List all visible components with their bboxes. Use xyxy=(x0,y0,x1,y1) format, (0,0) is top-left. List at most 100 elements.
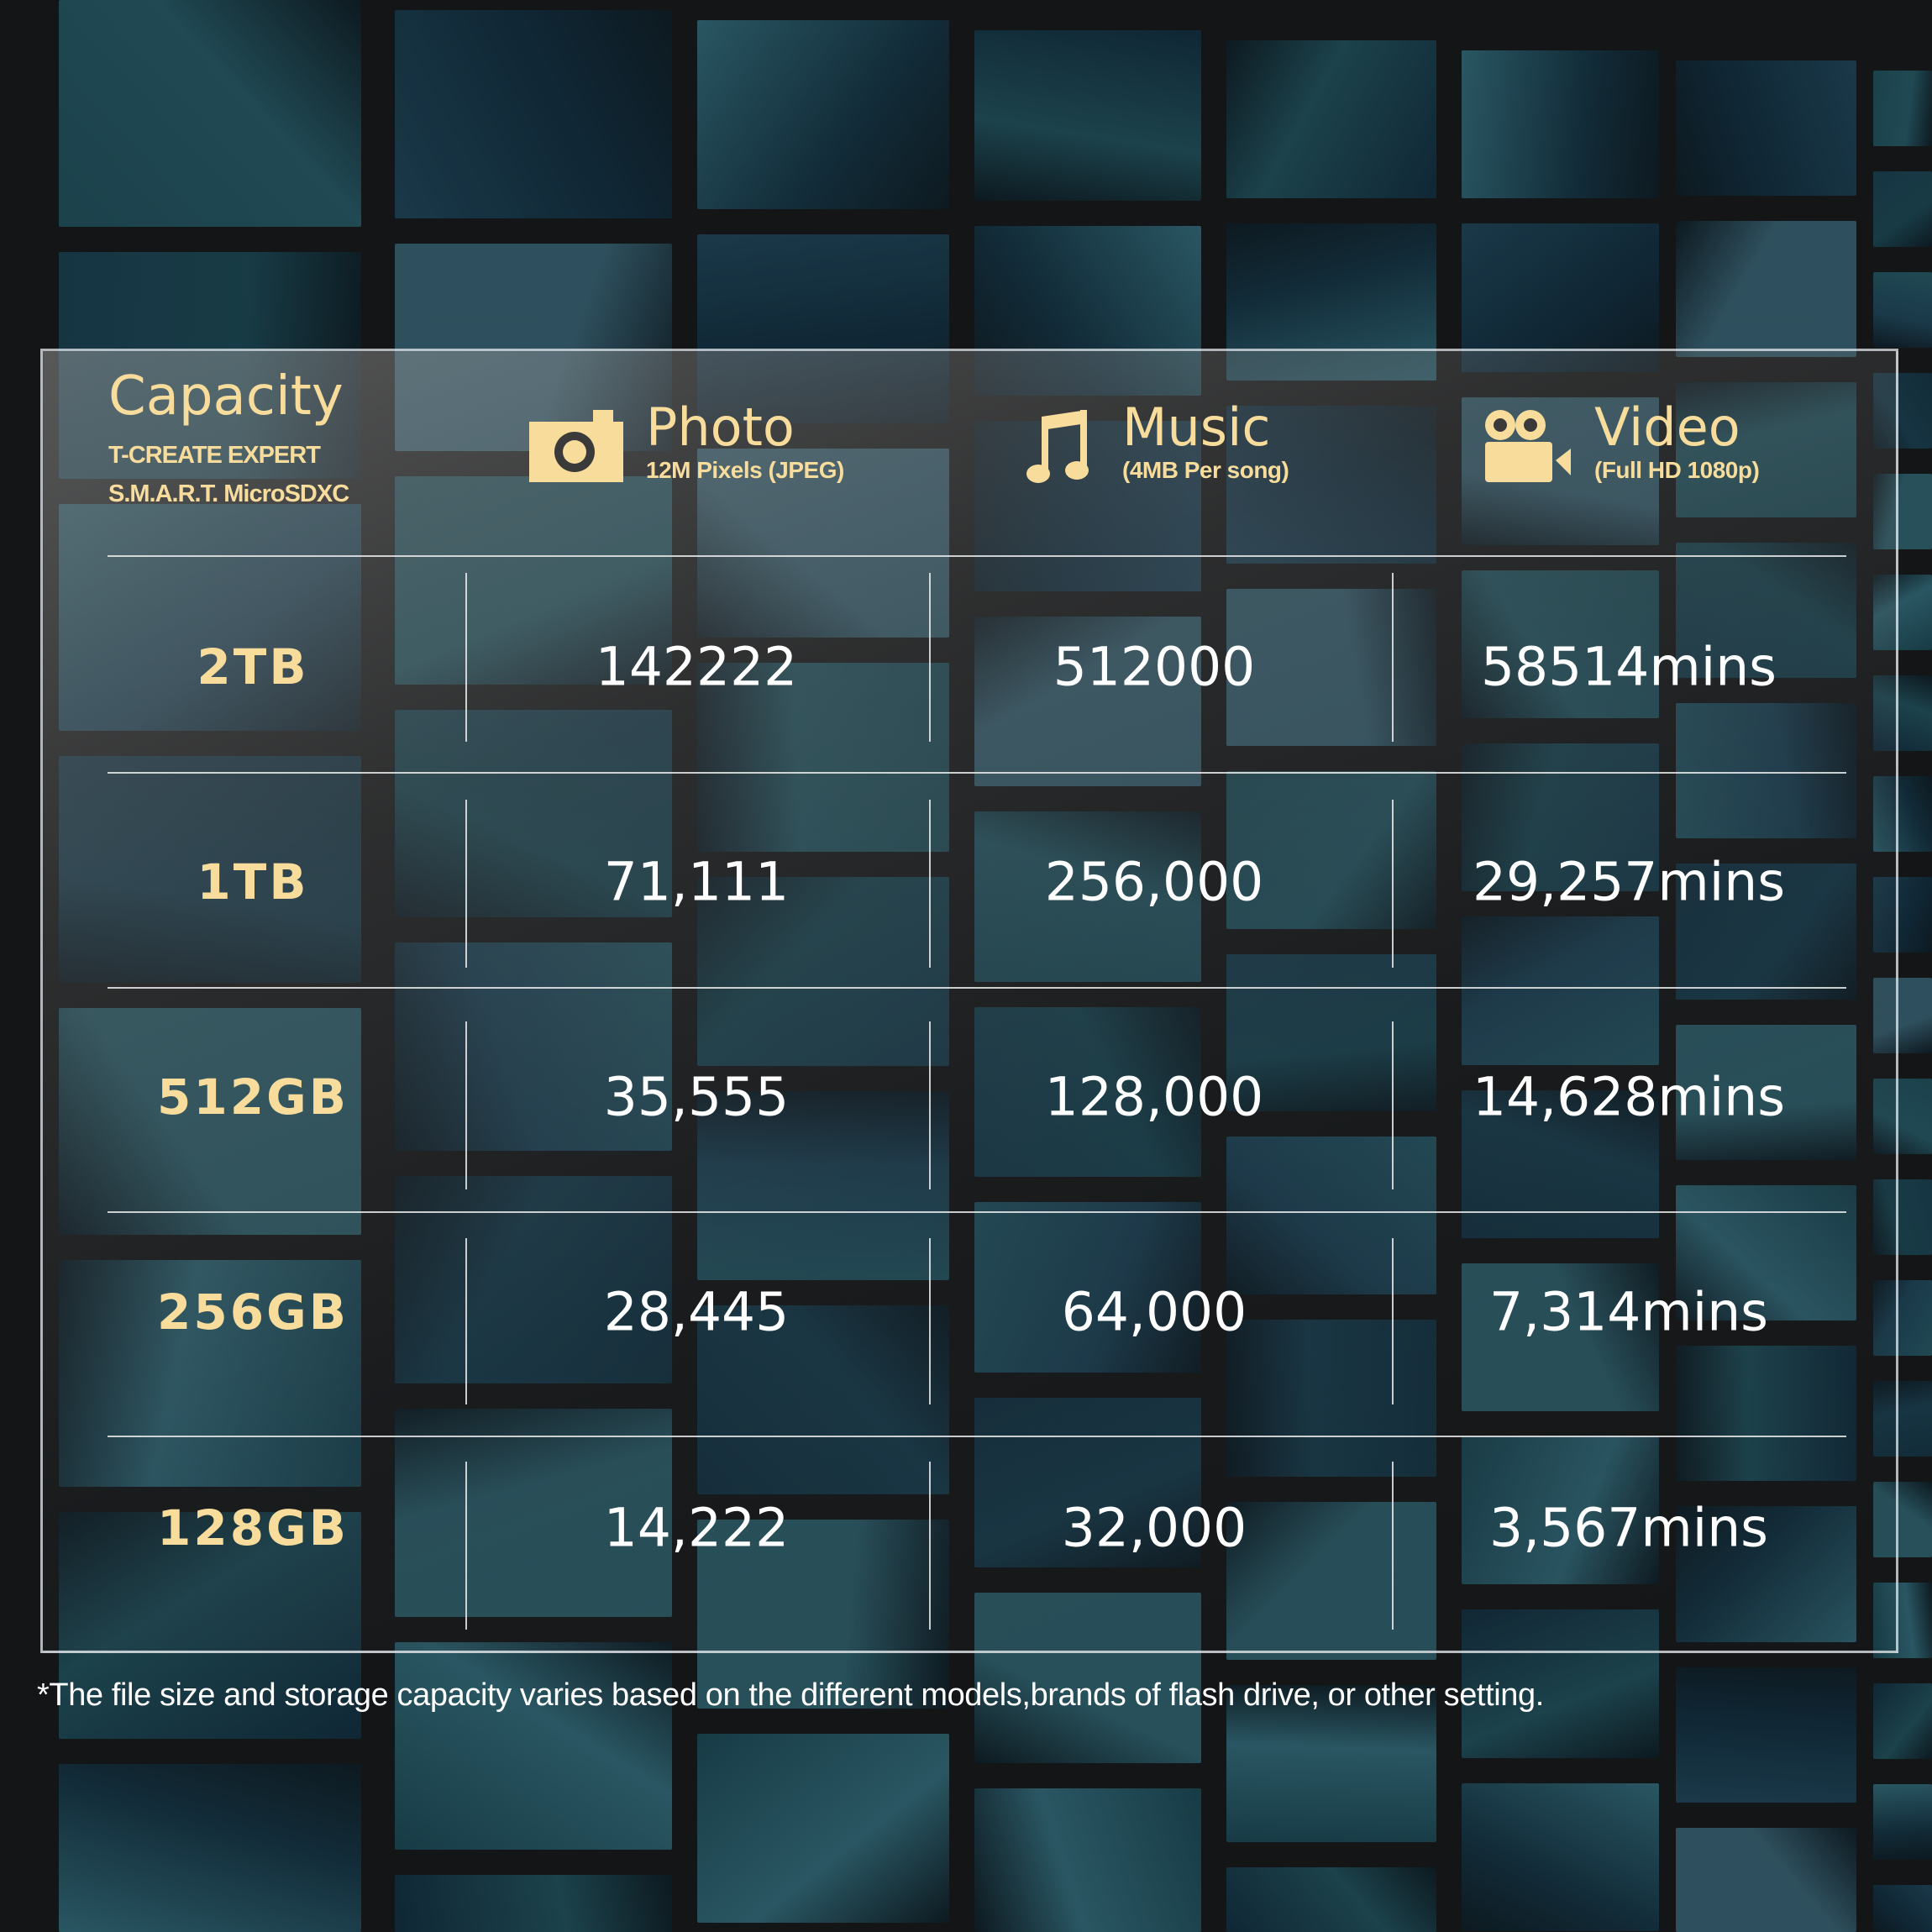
music-value: 512000 xyxy=(1053,636,1256,698)
row-divider xyxy=(108,772,1846,774)
column-divider xyxy=(465,573,467,742)
background-tile xyxy=(1462,50,1659,199)
column-divider xyxy=(1392,1238,1394,1404)
background-tile xyxy=(1873,171,1932,247)
video-camera-icon xyxy=(1485,410,1571,482)
music-note-icon xyxy=(1026,410,1089,483)
background-tile xyxy=(395,1175,672,1383)
column-divider xyxy=(929,800,931,968)
background-tile xyxy=(1226,588,1436,746)
background-tile xyxy=(1873,1885,1932,1932)
music-value: 64,000 xyxy=(1061,1281,1247,1343)
capacity-label: 1TB xyxy=(197,853,309,911)
photo-value: 71,111 xyxy=(603,851,790,913)
video-column-subtitle: (Full HD 1080p) xyxy=(1594,457,1760,483)
header-divider xyxy=(108,555,1846,557)
background-tile xyxy=(1462,916,1659,1065)
background-tile xyxy=(974,1397,1201,1567)
background-tile xyxy=(1873,1280,1932,1356)
column-divider xyxy=(929,1021,931,1189)
video-value: 29,257mins xyxy=(1472,851,1786,913)
capacity-label: 128GB xyxy=(157,1499,349,1557)
column-divider xyxy=(1392,800,1394,968)
background-tile xyxy=(1873,1079,1932,1154)
background-tile xyxy=(1873,1179,1932,1255)
background-tile xyxy=(1873,71,1932,146)
background-tile xyxy=(697,20,949,209)
background-tile xyxy=(1676,703,1856,839)
column-divider xyxy=(929,1238,931,1404)
background-tile xyxy=(1462,1609,1659,1758)
background-tile xyxy=(974,30,1201,201)
background-tile xyxy=(1226,1319,1436,1477)
background-tile xyxy=(395,10,672,218)
column-divider xyxy=(1392,1462,1394,1630)
capacity-title: Capacity xyxy=(108,365,344,428)
background-tile xyxy=(697,1091,949,1280)
background-tile xyxy=(697,234,949,423)
background-tile xyxy=(395,243,672,451)
background-tile xyxy=(1226,406,1436,564)
background-tile xyxy=(1676,542,1856,678)
background-tile xyxy=(59,0,361,227)
row-divider xyxy=(108,987,1846,989)
column-divider xyxy=(465,800,467,968)
product-line-2: S.M.A.R.T. MicroSDXC xyxy=(108,480,349,507)
background-tile xyxy=(1462,1263,1659,1411)
background-tile xyxy=(59,1764,361,1932)
background-tile xyxy=(974,1202,1201,1373)
background-tile xyxy=(1676,1667,1856,1803)
background-tile xyxy=(59,252,361,479)
background-tile xyxy=(1676,1024,1856,1160)
background-tile xyxy=(1676,221,1856,357)
background-tile xyxy=(395,709,672,917)
background-tile xyxy=(59,756,361,983)
column-divider xyxy=(1392,573,1394,742)
background-tile xyxy=(1676,1184,1856,1320)
background-tile xyxy=(1873,1482,1932,1557)
background-tile xyxy=(1873,675,1932,751)
music-value: 256,000 xyxy=(1044,851,1264,913)
background-tile xyxy=(1676,381,1856,517)
background-tile xyxy=(974,616,1201,786)
background-tile xyxy=(59,1260,361,1487)
background-tile xyxy=(1676,1346,1856,1482)
video-value: 3,567mins xyxy=(1489,1497,1768,1559)
background-tile xyxy=(1462,570,1659,718)
background-tile xyxy=(974,421,1201,591)
background-tile xyxy=(1462,1089,1659,1238)
background-tile xyxy=(1676,60,1856,197)
column-divider xyxy=(465,1021,467,1189)
background-tile xyxy=(697,1734,949,1923)
video-value: 7,314mins xyxy=(1489,1281,1768,1343)
background-tile xyxy=(1226,953,1436,1111)
background-tile xyxy=(1873,1381,1932,1457)
video-column-title: Video xyxy=(1594,396,1740,458)
background-tile xyxy=(1226,1867,1436,1932)
music-value: 128,000 xyxy=(1044,1066,1264,1128)
background-tile xyxy=(1873,877,1932,953)
background-tile xyxy=(59,1512,361,1739)
video-value: 58514mins xyxy=(1480,636,1777,698)
background-tile xyxy=(1873,575,1932,650)
footnote: *The file size and storage capacity vari… xyxy=(37,1677,1544,1713)
column-divider xyxy=(465,1238,467,1404)
background-tile xyxy=(59,1008,361,1235)
camera-icon xyxy=(529,410,623,482)
background-tile xyxy=(1873,776,1932,852)
music-value: 32,000 xyxy=(1061,1497,1247,1559)
background-tile xyxy=(395,1875,672,1932)
background-tile xyxy=(697,877,949,1066)
column-divider xyxy=(1392,1021,1394,1189)
music-column-title: Music xyxy=(1122,396,1271,458)
row-divider xyxy=(108,1436,1846,1437)
background-tile xyxy=(697,1305,949,1494)
background-tile xyxy=(395,1641,672,1850)
background-tile xyxy=(395,942,672,1151)
photo-column-subtitle: 12M Pixels (JPEG) xyxy=(646,457,844,483)
photo-value: 142222 xyxy=(595,636,798,698)
capacity-label: 2TB xyxy=(197,638,309,696)
background-tile xyxy=(1873,272,1932,348)
background-tile xyxy=(974,811,1201,982)
background-tile xyxy=(1873,1583,1932,1658)
